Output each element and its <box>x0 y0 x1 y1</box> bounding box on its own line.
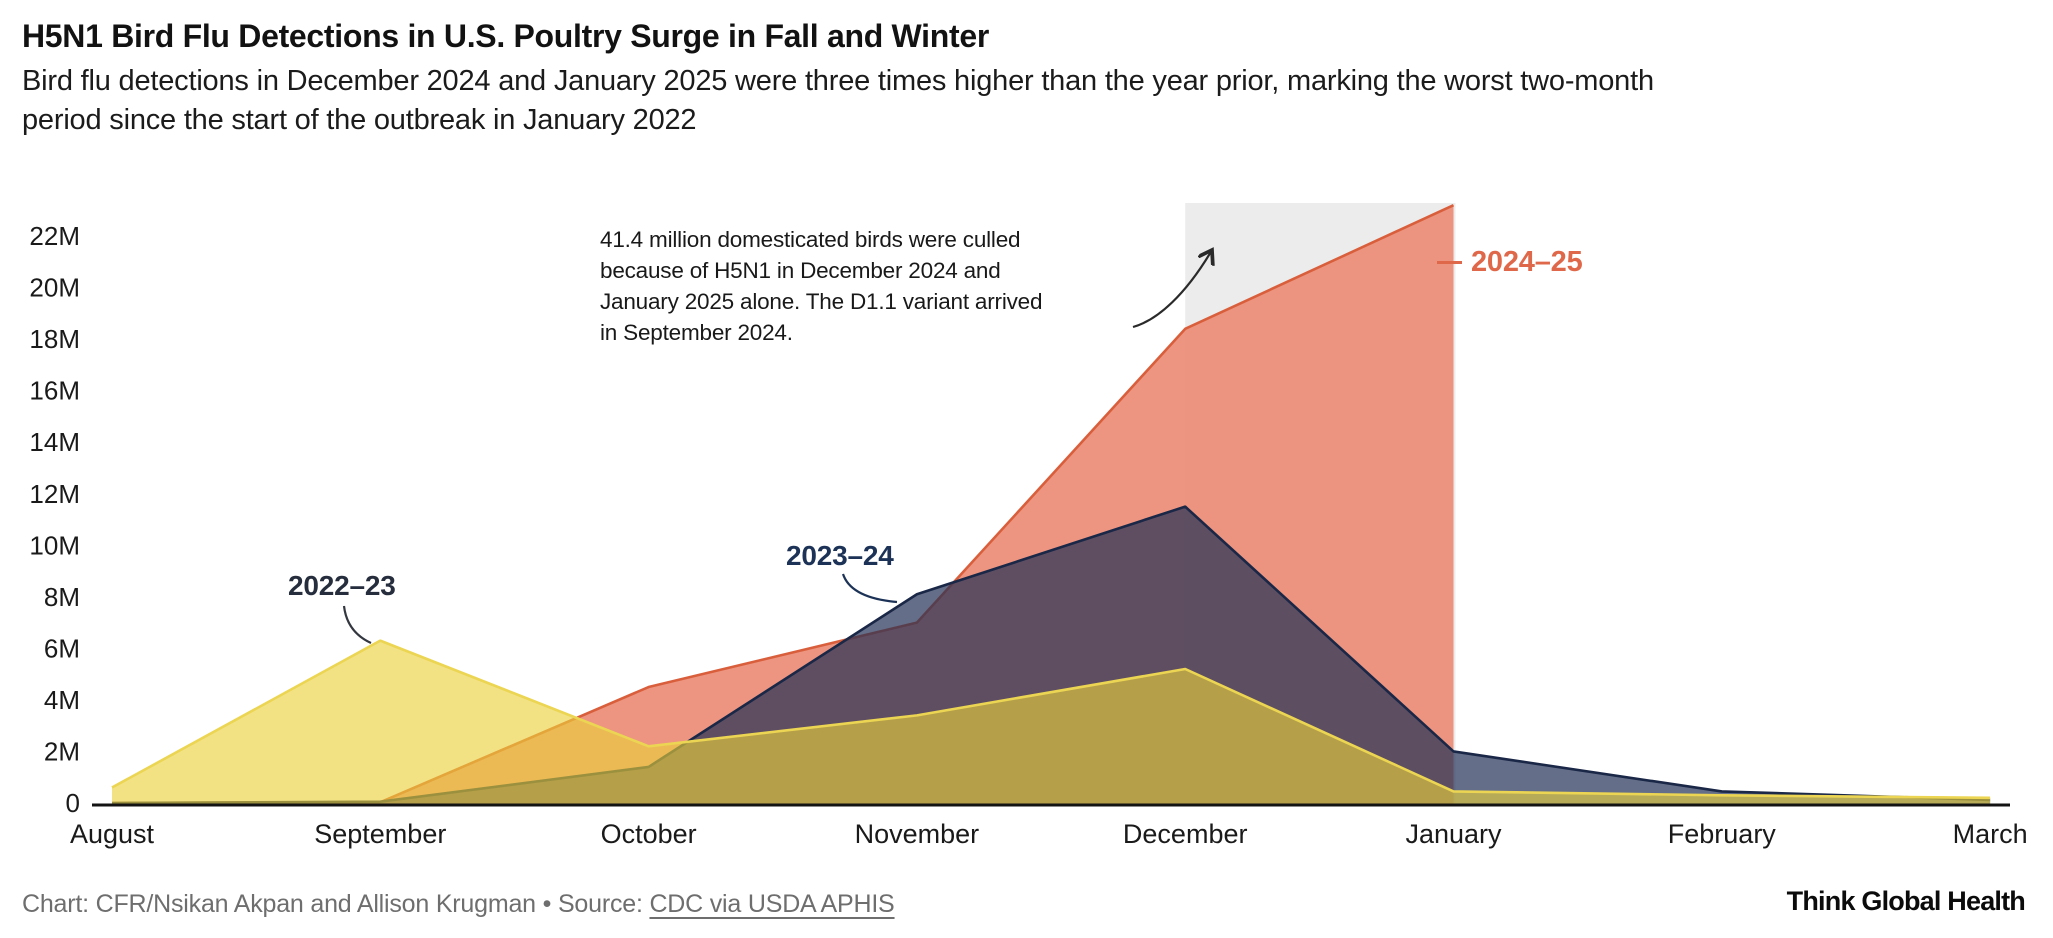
y-tick-18m: 18M <box>29 324 80 354</box>
chart-annotation: 41.4 million domesticated birds were cul… <box>600 224 1043 348</box>
x-label-august: August <box>70 819 155 849</box>
annotation-line-3: January 2025 alone. The D1.1 variant arr… <box>600 289 1043 314</box>
chart-credit: Chart: CFR/Nsikan Akpan and Allison Krug… <box>22 890 536 918</box>
area-2022-23 <box>112 640 1991 805</box>
think-global-health-logo: Think Global Health <box>1786 886 2026 916</box>
annotation-line-4: in September 2024. <box>600 320 793 345</box>
y-tick-10m: 10M <box>29 530 80 560</box>
label-pointer-2023-24 <box>841 573 898 604</box>
chart-subtitle: Bird flu detections in December 2024 and… <box>22 62 1654 140</box>
x-label-september: September <box>314 819 446 849</box>
annotation-line-1: 41.4 million domesticated birds were cul… <box>600 227 1021 252</box>
y-tick-8m: 8M <box>44 582 80 612</box>
series-label-2024-25: 2024–25 <box>1437 246 1583 279</box>
y-tick-22m: 22M <box>29 221 80 251</box>
series-label-2024-25-text: 2024–25 <box>1471 246 1583 278</box>
annotation-line-2: because of H5N1 in December 2024 and <box>600 258 1001 283</box>
x-label-october: October <box>601 819 697 849</box>
label-pointer-2022-23 <box>342 605 372 644</box>
chart-subtitle-line2: period since the start of the outbreak i… <box>22 104 697 136</box>
series-label-dash <box>1437 261 1462 264</box>
line-2022-23 <box>111 639 1991 800</box>
y-tick-4m: 4M <box>44 685 80 715</box>
x-label-december: December <box>1123 819 1248 849</box>
attribution: Chart: CFR/Nsikan Akpan and Allison Krug… <box>22 890 895 919</box>
chart-subtitle-line1: Bird flu detections in December 2024 and… <box>22 65 1654 97</box>
area-2023-24 <box>112 506 1991 805</box>
annotation-arrow <box>1132 250 1212 329</box>
credit-separator: • <box>542 890 552 918</box>
x-label-november: November <box>855 819 980 849</box>
y-tick-16m: 16M <box>29 376 80 406</box>
series-label-2023-24: 2023–24 <box>786 540 894 571</box>
source-link[interactable]: CDC via USDA APHIS <box>649 890 895 918</box>
y-tick-6m: 6M <box>44 633 80 663</box>
y-tick-14m: 14M <box>29 427 80 457</box>
y-tick-20m: 20M <box>29 273 80 303</box>
y-tick-12m: 12M <box>29 479 80 509</box>
series-label-2022-23: 2022–23 <box>288 570 396 601</box>
x-label-march: March <box>1953 819 2028 849</box>
x-label-february: February <box>1668 819 1777 849</box>
source-label: Source: <box>557 890 643 918</box>
chart-title: H5N1 Bird Flu Detections in U.S. Poultry… <box>22 18 990 54</box>
y-tick-2m: 2M <box>44 736 80 766</box>
x-label-january: January <box>1405 819 1502 849</box>
y-tick-0: 0 <box>66 788 80 818</box>
